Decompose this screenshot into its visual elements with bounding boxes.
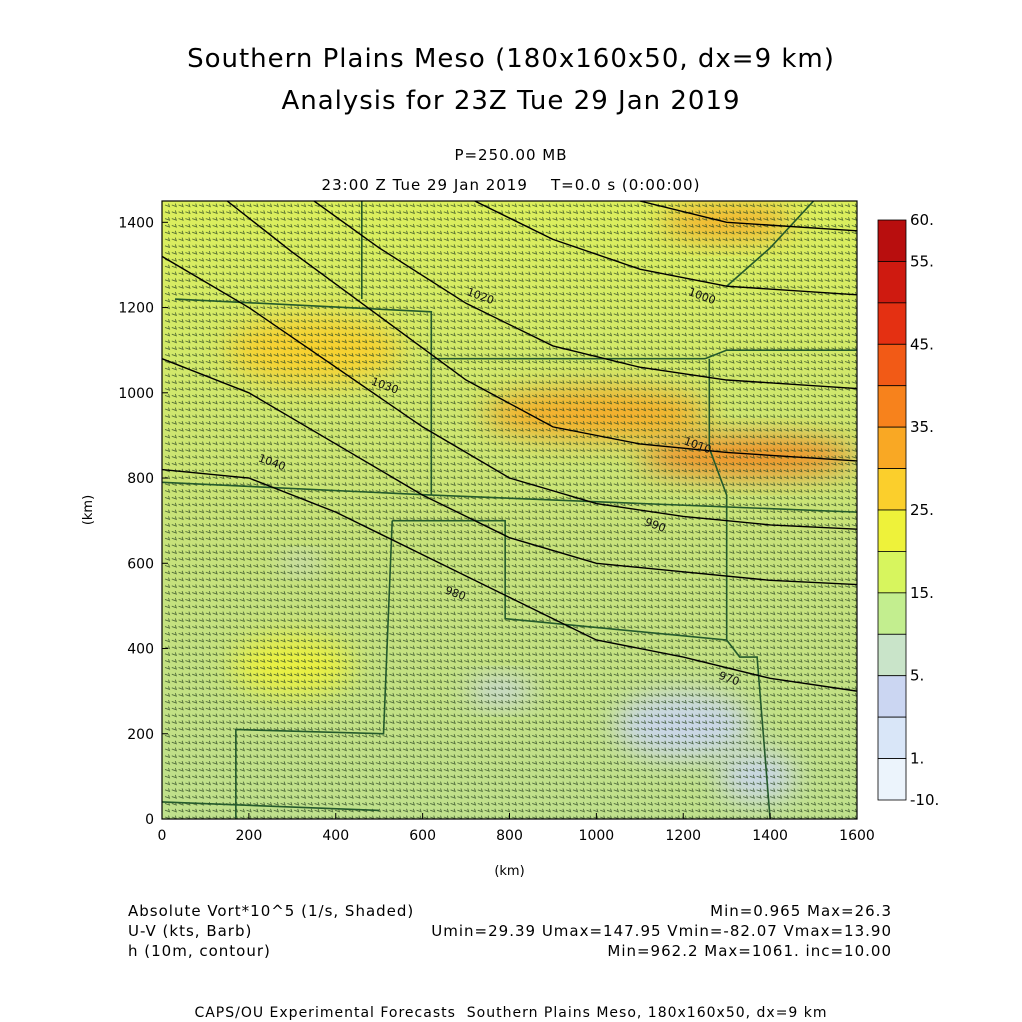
state-border <box>174 298 433 496</box>
state-border <box>162 801 380 812</box>
colorbar-label: 5. <box>910 667 924 685</box>
y-tick-label: 1200 <box>118 301 154 317</box>
height-contour <box>313 201 857 390</box>
colorbar-label: 60. <box>910 211 934 229</box>
vorticity-blob <box>639 437 857 476</box>
colorbar-segment <box>877 385 907 428</box>
x-tick-label: 1000 <box>579 828 615 844</box>
colorbar-segment <box>877 551 907 594</box>
colorbar-segment <box>877 675 907 718</box>
state-border <box>431 349 857 360</box>
x-tick-label: 1600 <box>839 828 875 844</box>
legend-var2-label: U-V (kts, Barb) <box>128 922 253 940</box>
colorbar-segment <box>877 219 907 262</box>
legend-var1-label: Absolute Vort*10^5 (1/s, Shaded) <box>128 902 415 920</box>
y-tick-label: 1400 <box>118 215 154 231</box>
legend-var3-stats: Min=962.2 Max=1061. inc=10.00 <box>607 942 892 960</box>
colorbar-label: -10. <box>910 791 939 809</box>
vorticity-blob <box>227 316 401 385</box>
x-tick-label: 200 <box>236 828 263 844</box>
height-contour <box>162 358 857 586</box>
colorbar-label: 15. <box>910 584 934 602</box>
y-tick-label: 800 <box>127 471 154 487</box>
x-tick-label: 400 <box>322 828 349 844</box>
state-border <box>726 201 815 287</box>
vorticity-blob <box>466 678 536 704</box>
colorbar-segment <box>877 509 907 552</box>
colorbar-segment <box>877 343 907 387</box>
colorbar-segment <box>877 633 907 677</box>
x-tick-label: 600 <box>409 828 436 844</box>
height-contour <box>162 468 857 692</box>
y-axis-label: (km) <box>81 495 96 525</box>
height-contour <box>639 201 857 232</box>
colorbar-label: 25. <box>910 501 934 519</box>
title-line-1: Southern Plains Meso (180x160x50, dx=9 k… <box>187 44 835 74</box>
legend-var2-stats: Umin=29.39 Umax=147.95 Vmin=-82.07 Vmax=… <box>431 922 892 940</box>
height-contour <box>226 201 857 462</box>
x-tick-label: 1400 <box>752 828 788 844</box>
state-border <box>235 520 394 819</box>
x-tick-label: 800 <box>496 828 523 844</box>
colorbar-label: 45. <box>910 335 934 353</box>
y-tick-label: 400 <box>127 642 154 658</box>
height-contour <box>474 201 857 296</box>
x-axis-label: (km) <box>494 864 524 879</box>
colorbar-label: 35. <box>910 418 934 436</box>
colorbar-segment <box>877 302 907 345</box>
wind-barbs <box>164 203 857 819</box>
x-tick-label: 0 <box>158 828 167 844</box>
colorbar-segment <box>877 592 907 635</box>
colorbar-segment <box>877 468 907 511</box>
vorticity-blob <box>483 388 710 440</box>
legend-var3-label: h (10m, contour) <box>128 942 271 960</box>
colorbar-label: 1. <box>910 750 924 768</box>
vorticity-blob <box>283 554 319 572</box>
colorbar-segment <box>877 758 907 801</box>
colorbar-segment <box>877 716 907 759</box>
state-border <box>431 494 857 513</box>
title-line-2: Analysis for 23Z Tue 29 Jan 2019 <box>281 86 741 116</box>
colorbar-segment <box>877 426 907 469</box>
x-tick-label: 1200 <box>665 828 701 844</box>
legend-var1-stats: Min=0.965 Max=26.3 <box>710 902 892 920</box>
vorticity-blob <box>231 635 354 696</box>
y-tick-label: 200 <box>127 727 154 743</box>
y-tick-label: 600 <box>127 556 154 572</box>
y-tick-label: 0 <box>145 812 154 828</box>
level-label: P=250.00 MB <box>454 146 568 164</box>
colorbar-label: 55. <box>910 252 934 270</box>
state-border <box>726 639 771 819</box>
credit-line: CAPS/OU Experimental Forecasts Southern … <box>194 1005 828 1021</box>
state-border <box>162 481 432 496</box>
height-contour <box>162 255 857 530</box>
time-label: 23:00 Z Tue 29 Jan 2019 T=0.0 s (0:00:00… <box>321 176 701 194</box>
colorbar-segment <box>877 261 907 304</box>
y-tick-label: 1000 <box>118 386 154 402</box>
